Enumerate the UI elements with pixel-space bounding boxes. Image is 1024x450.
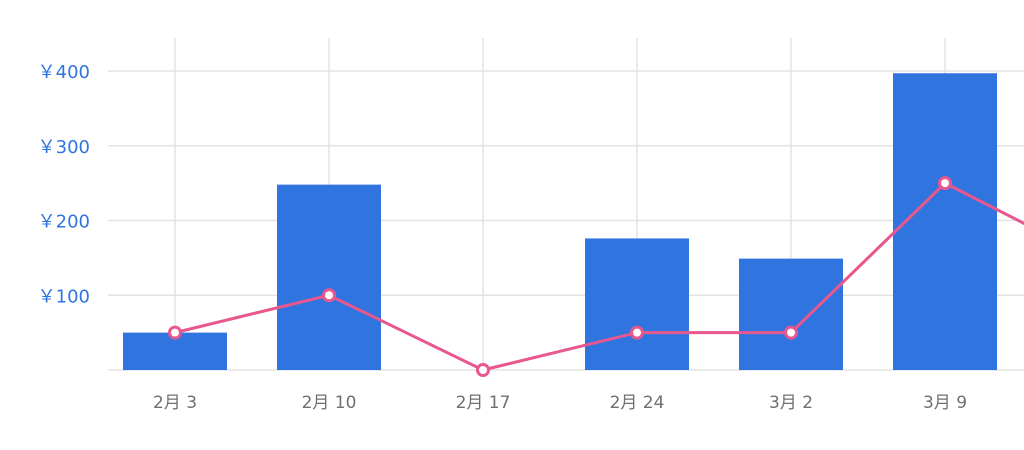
x-tick-label: 2月 24 <box>610 393 665 413</box>
horizontal-grid <box>108 70 1024 371</box>
line-point-0 <box>168 325 182 340</box>
y-tick-label: ￥100 <box>38 286 90 307</box>
line-point-3 <box>630 325 644 340</box>
bar-5 <box>893 73 997 371</box>
bar-4 <box>739 258 843 370</box>
bar-series <box>123 73 997 371</box>
bar-1 <box>277 184 381 370</box>
x-tick-label: 2月 3 <box>153 393 197 413</box>
x-tick-label: 3月 9 <box>923 393 967 413</box>
y-tick-label: ￥200 <box>38 212 90 233</box>
x-tick-label: 2月 17 <box>456 393 511 413</box>
y-axis-ticks: ￥100 ￥200 ￥300 ￥400 <box>38 62 90 307</box>
x-axis-ticks: 2月 3 2月 10 2月 17 2月 24 3月 2 3月 9 <box>153 393 967 413</box>
x-tick-label: 2月 10 <box>302 393 357 413</box>
line-point-2 <box>476 363 490 377</box>
line-point-5 <box>938 176 952 191</box>
y-tick-label: ￥400 <box>38 62 90 83</box>
bar-3 <box>585 238 689 370</box>
line-point-4 <box>784 325 798 340</box>
y-tick-label: ￥300 <box>38 137 90 158</box>
x-tick-label: 3月 2 <box>769 393 813 413</box>
line-series <box>168 176 1024 377</box>
line-point-1 <box>322 288 336 303</box>
